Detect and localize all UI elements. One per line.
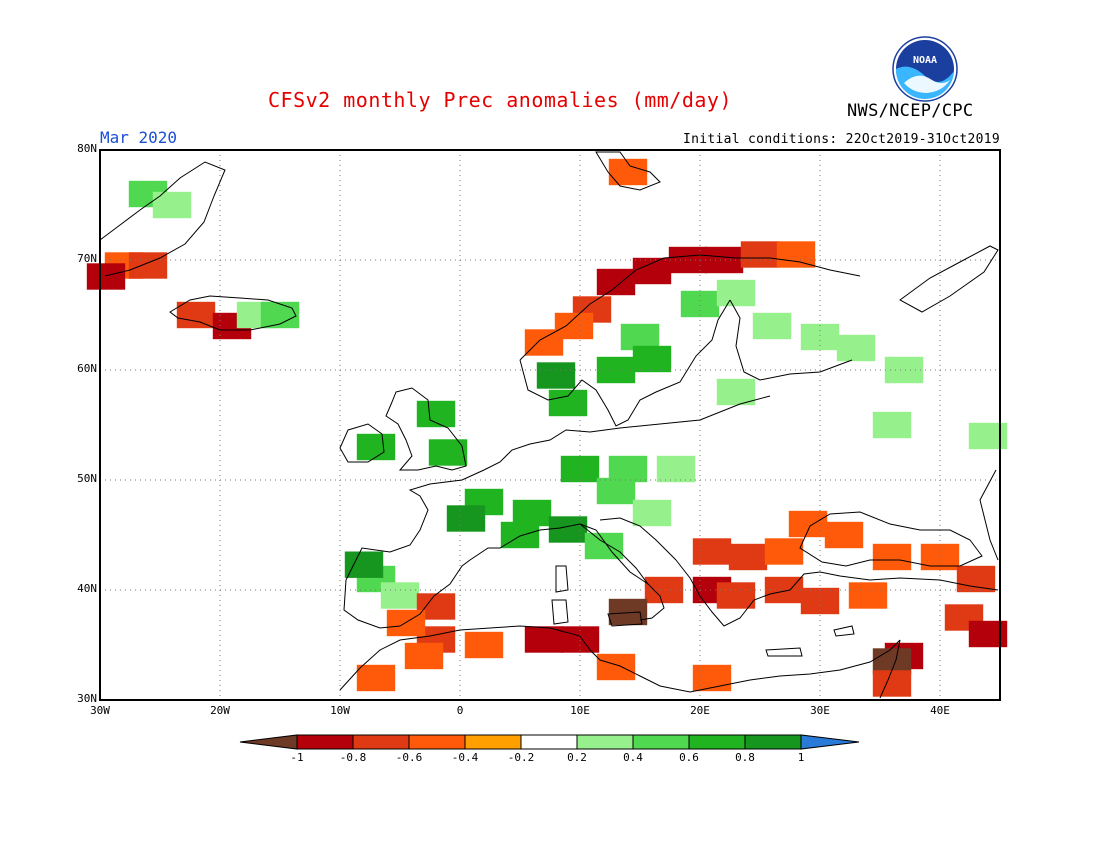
anomaly-cell <box>704 246 744 274</box>
anomaly-cell <box>884 356 924 384</box>
anomaly-cell <box>968 620 1008 648</box>
colorbar-label: -0.6 <box>395 751 423 764</box>
lon-label: 10W <box>330 704 350 717</box>
anomaly-cell <box>692 538 732 565</box>
map-frame <box>99 149 1001 701</box>
anomaly-cell <box>464 631 504 659</box>
anomaly-cell <box>608 455 648 483</box>
colorbar-label: 1 <box>797 751 805 764</box>
anomaly-cell <box>86 263 126 290</box>
map-gridlines <box>100 150 1000 700</box>
logo-text: NOAA <box>913 55 937 66</box>
lon-label: 10E <box>570 704 590 717</box>
anomaly-cells <box>86 158 1008 697</box>
anomaly-cell <box>776 241 816 268</box>
anomaly-cell <box>800 323 840 351</box>
chart-title: CFSv2 monthly Prec anomalies (mm/day) <box>267 88 733 112</box>
anomaly-cell <box>644 576 684 604</box>
anomaly-cell <box>536 362 576 389</box>
anomaly-cell <box>824 521 864 549</box>
anomaly-cell <box>446 505 486 532</box>
colorbar-label: 0.6 <box>679 751 699 764</box>
anomaly-cell <box>560 455 600 483</box>
anomaly-cell <box>968 422 1008 450</box>
agency-label: NWS/NCEP/CPC <box>847 101 974 121</box>
lon-label: 20E <box>690 704 710 717</box>
anomaly-cell <box>548 516 588 543</box>
noaa-logo: NOAA <box>892 36 958 102</box>
anomaly-cell <box>656 455 696 483</box>
anomaly-cell <box>524 626 564 653</box>
anomaly-cell <box>176 301 216 329</box>
colorbar-label: 0.2 <box>567 751 587 764</box>
lat-label: 40N <box>77 582 97 595</box>
anomaly-cell <box>788 510 828 538</box>
anomaly-cell <box>152 191 192 219</box>
anomaly-cell <box>728 543 768 571</box>
colorbar-label: -0.2 <box>507 751 535 764</box>
anomaly-cell <box>344 551 384 578</box>
anomaly-cell <box>128 252 168 279</box>
anomaly-cell <box>872 543 912 571</box>
anomaly-cell <box>956 565 996 593</box>
anomaly-cell <box>716 582 756 609</box>
colorbar-label: -1 <box>290 751 304 764</box>
lat-label: 50N <box>77 472 97 485</box>
anomaly-cell <box>752 312 792 340</box>
lon-label: 20W <box>210 704 230 717</box>
anomaly-cell <box>404 642 444 670</box>
anomaly-cell <box>584 532 624 560</box>
lat-label: 30N <box>77 692 97 705</box>
anomaly-cell <box>680 290 720 318</box>
anomaly-cell <box>548 389 588 417</box>
coastlines <box>99 151 999 699</box>
lon-label: 30W <box>90 704 110 717</box>
anomaly-cell <box>632 257 672 285</box>
anomaly-cell <box>608 598 648 626</box>
anomaly-cell <box>416 400 456 428</box>
anomaly-cell <box>596 653 636 681</box>
anomaly-cell <box>596 268 636 296</box>
colorbar-label: -0.4 <box>451 751 479 764</box>
anomaly-cell <box>764 576 804 604</box>
anomaly-cell <box>872 411 912 439</box>
anomaly-cell <box>692 664 732 692</box>
lon-label: 40E <box>930 704 950 717</box>
anomaly-cell <box>848 582 888 609</box>
anomaly-cell <box>632 345 672 373</box>
colorbar-label: -0.8 <box>339 751 367 764</box>
colorbar-label: 0.8 <box>735 751 755 764</box>
anomaly-cell <box>668 246 708 274</box>
anomaly-cell <box>356 433 396 461</box>
lon-label: 30E <box>810 704 830 717</box>
anomaly-cell <box>356 664 396 692</box>
anomaly-cell <box>764 538 804 565</box>
anomaly-cell <box>716 279 756 307</box>
initial-conditions: Initial conditions: 22Oct2019-31Oct2019 <box>683 132 1000 147</box>
anomaly-cell <box>740 241 780 268</box>
lat-label: 70N <box>77 252 97 265</box>
anomaly-cell <box>632 499 672 527</box>
lat-label: 80N <box>77 142 97 155</box>
anomaly-cell <box>872 670 912 697</box>
anomaly-cell <box>524 329 564 356</box>
anomaly-cell <box>380 582 420 609</box>
anomaly-cell <box>716 378 756 406</box>
anomaly-cell <box>836 334 876 362</box>
valid-month: Mar 2020 <box>100 128 178 147</box>
colorbar-label: 0.4 <box>623 751 643 764</box>
lon-label: 0 <box>456 704 464 717</box>
lat-label: 60N <box>77 362 97 375</box>
anomaly-cell <box>428 439 468 466</box>
